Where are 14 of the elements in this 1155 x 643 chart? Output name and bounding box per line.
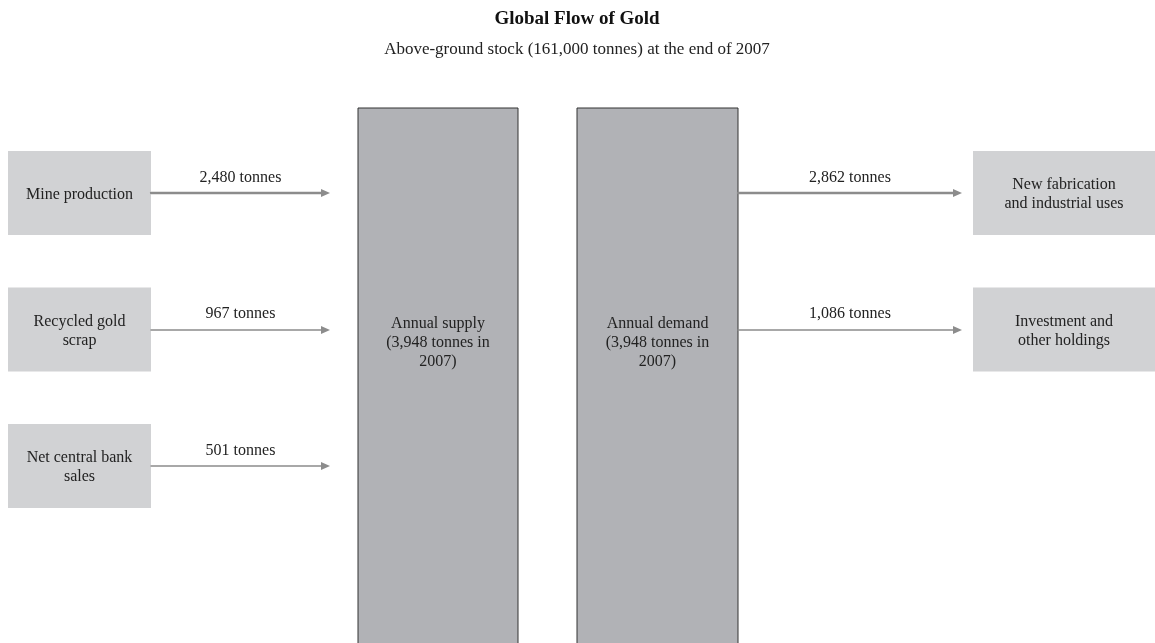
category-label: Investment and other holdings [1014,311,1114,349]
category-label: New fabrication and industrial uses [1004,175,1124,211]
text: Global Flow of Gold [494,7,661,28]
data-label: 1,086 tonnes [809,304,891,321]
text: Annual demand (3,948 tonnes in 2007) [605,314,710,370]
text: Annual supply (3,948 tonnes in 2007) [386,314,490,370]
category-label: Recycled gold scrap [33,311,126,349]
data-label: 2,480 tonnes [199,167,282,185]
text: Above-ground stock (161,000 tonnes) at the end of 2007 [384,39,771,58]
category-label: Net central bank sales [26,448,133,484]
category-label: Mine production [25,184,134,203]
data-label: 2,862 tonnes [809,167,891,185]
data-label: 967 tonnes [205,304,276,321]
data-label: 501 tonnes [205,440,276,458]
